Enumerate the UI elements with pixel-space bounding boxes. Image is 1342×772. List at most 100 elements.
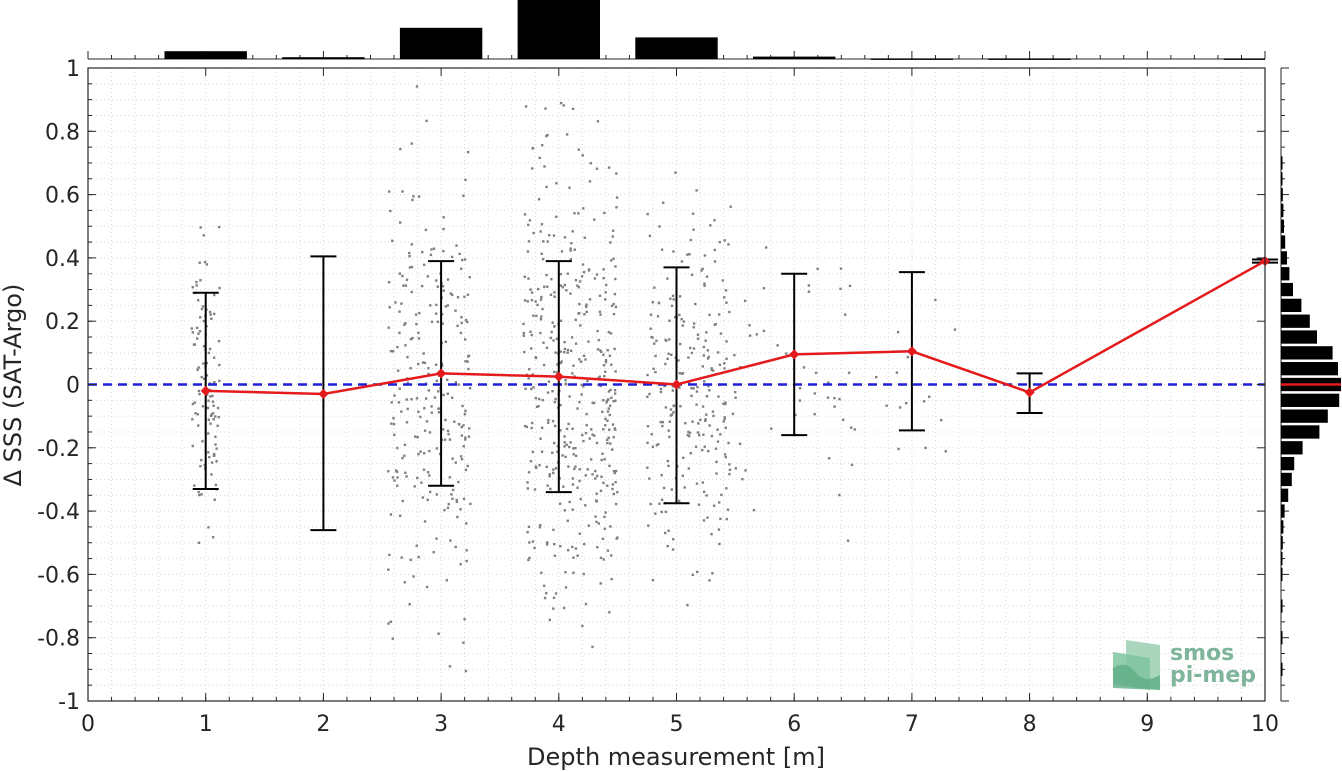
scatter-point xyxy=(403,581,407,584)
scatter-point xyxy=(687,434,691,438)
scatter-point xyxy=(198,493,201,497)
scatter-point xyxy=(417,452,420,456)
scatter-point xyxy=(682,456,685,459)
scatter-point xyxy=(827,457,831,460)
scatter-point xyxy=(424,397,428,400)
scatter-point xyxy=(441,285,445,288)
scatter-point xyxy=(559,429,562,432)
scatter-point xyxy=(652,367,655,371)
scatter-point xyxy=(588,298,592,301)
scatter-point xyxy=(744,469,747,472)
scatter-point xyxy=(442,393,445,397)
scatter-point xyxy=(462,424,465,427)
top-histogram-bar xyxy=(870,58,954,60)
scatter-point xyxy=(415,322,418,326)
scatter-point xyxy=(560,360,563,363)
scatter-point xyxy=(548,473,551,476)
mean-line xyxy=(205,259,1266,396)
y-tick-label: 0 xyxy=(66,374,80,399)
x-tick-label: 5 xyxy=(670,712,684,737)
scatter-point xyxy=(683,486,686,489)
scatter-point xyxy=(711,572,714,575)
scatter-point xyxy=(548,475,551,478)
scatter-point xyxy=(527,223,530,227)
scatter-point xyxy=(539,318,543,321)
scatter-point xyxy=(549,336,552,340)
scatter-point xyxy=(702,490,706,494)
scatter-point xyxy=(410,142,414,145)
scatter-point xyxy=(667,529,670,532)
scatter-point xyxy=(457,383,460,386)
scatter-point xyxy=(582,270,586,274)
scatter-point xyxy=(527,240,531,243)
scatter-point xyxy=(569,249,572,252)
scatter-point xyxy=(588,437,591,440)
scatter-point xyxy=(211,536,215,539)
scatter-point xyxy=(215,460,218,463)
scatter-point xyxy=(405,398,408,401)
scatter-point xyxy=(214,435,217,438)
scatter-point xyxy=(612,469,616,473)
scatter-point xyxy=(207,351,211,355)
scatter-point xyxy=(430,320,434,324)
scatter-point xyxy=(547,418,550,422)
scatter-point xyxy=(612,302,615,306)
scatter-point xyxy=(603,211,606,215)
scatter-point xyxy=(435,537,438,540)
scatter-point xyxy=(524,387,527,390)
scatter-point xyxy=(599,489,603,493)
scatter-point xyxy=(701,481,705,484)
right-histogram-bar xyxy=(1281,504,1285,518)
scatter-point xyxy=(529,288,532,291)
right-histogram-bar xyxy=(1281,298,1302,313)
scatter-point xyxy=(540,450,544,453)
scatter-point xyxy=(394,469,398,472)
scatter-point xyxy=(427,389,431,392)
x-axis-title: Depth measurement [m] xyxy=(527,743,825,771)
scatter-point xyxy=(450,493,453,496)
scatter-point xyxy=(614,469,618,473)
scatter-point xyxy=(716,440,720,443)
scatter-point xyxy=(687,430,690,434)
scatter-point xyxy=(566,519,569,522)
scatter-point xyxy=(541,307,544,311)
scatter-point xyxy=(578,400,581,404)
scatter-point xyxy=(543,596,547,600)
scatter-point xyxy=(448,438,452,441)
scatter-point xyxy=(564,379,567,382)
scatter-point xyxy=(604,298,607,301)
right-histogram-bar xyxy=(1281,393,1340,407)
scatter-point xyxy=(201,405,205,408)
scatter-point xyxy=(459,331,463,335)
scatter-point xyxy=(615,196,619,199)
scatter-point xyxy=(207,526,210,529)
scatter-point xyxy=(191,286,195,289)
scatter-point xyxy=(459,267,463,270)
scatter-point xyxy=(687,467,690,470)
scatter-point xyxy=(705,395,709,398)
scatter-point xyxy=(574,446,577,450)
scatter-point xyxy=(555,215,558,219)
scatter-point xyxy=(934,298,937,302)
scatter-point xyxy=(429,304,432,307)
scatter-point xyxy=(545,591,548,595)
scatter-point xyxy=(211,412,215,415)
scatter-point xyxy=(196,413,200,416)
scatter-point xyxy=(416,435,419,439)
scatter-point xyxy=(794,413,797,417)
scatter-point xyxy=(468,387,472,390)
x-tick-label: 2 xyxy=(316,712,330,737)
scatter-point xyxy=(412,575,415,578)
scatter-point xyxy=(549,293,553,297)
scatter-point xyxy=(843,313,847,316)
scatter-point xyxy=(607,166,611,169)
scatter-point xyxy=(571,477,575,480)
scatter-point xyxy=(563,283,567,287)
scatter-point xyxy=(670,304,674,307)
scatter-point xyxy=(203,260,207,264)
scatter-point xyxy=(599,349,602,352)
scatter-point xyxy=(701,365,705,368)
scatter-point xyxy=(202,319,206,323)
scatter-point xyxy=(466,464,469,468)
scatter-point xyxy=(546,240,549,243)
